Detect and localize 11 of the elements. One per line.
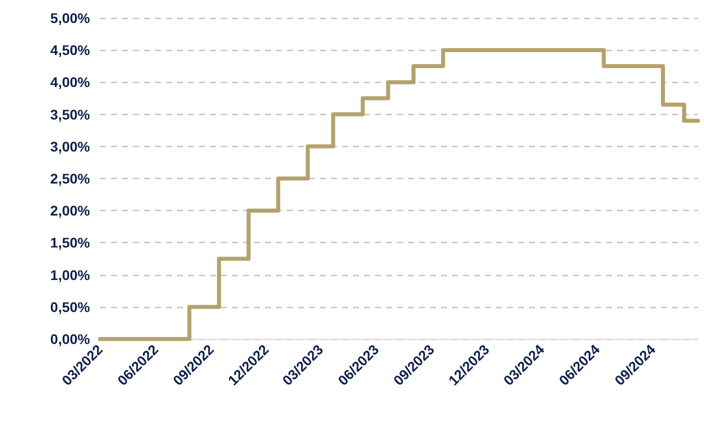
y-tick-label: 1,50% [50, 234, 91, 251]
y-tick-label: 3,00% [50, 138, 91, 154]
y-tick-label: 0,00% [50, 331, 91, 347]
y-tick-label: 4,00% [50, 74, 91, 90]
y-tick-label: 1,00% [50, 266, 91, 283]
y-tick-label: 0,50% [50, 298, 91, 315]
y-tick-label: 2,00% [50, 202, 91, 219]
y-tick-label: 4,50% [50, 42, 91, 58]
y-tick-label: 5,00% [50, 10, 91, 26]
y-tick-label: 3,50% [50, 106, 91, 122]
y-tick-label: 2,50% [50, 170, 91, 186]
